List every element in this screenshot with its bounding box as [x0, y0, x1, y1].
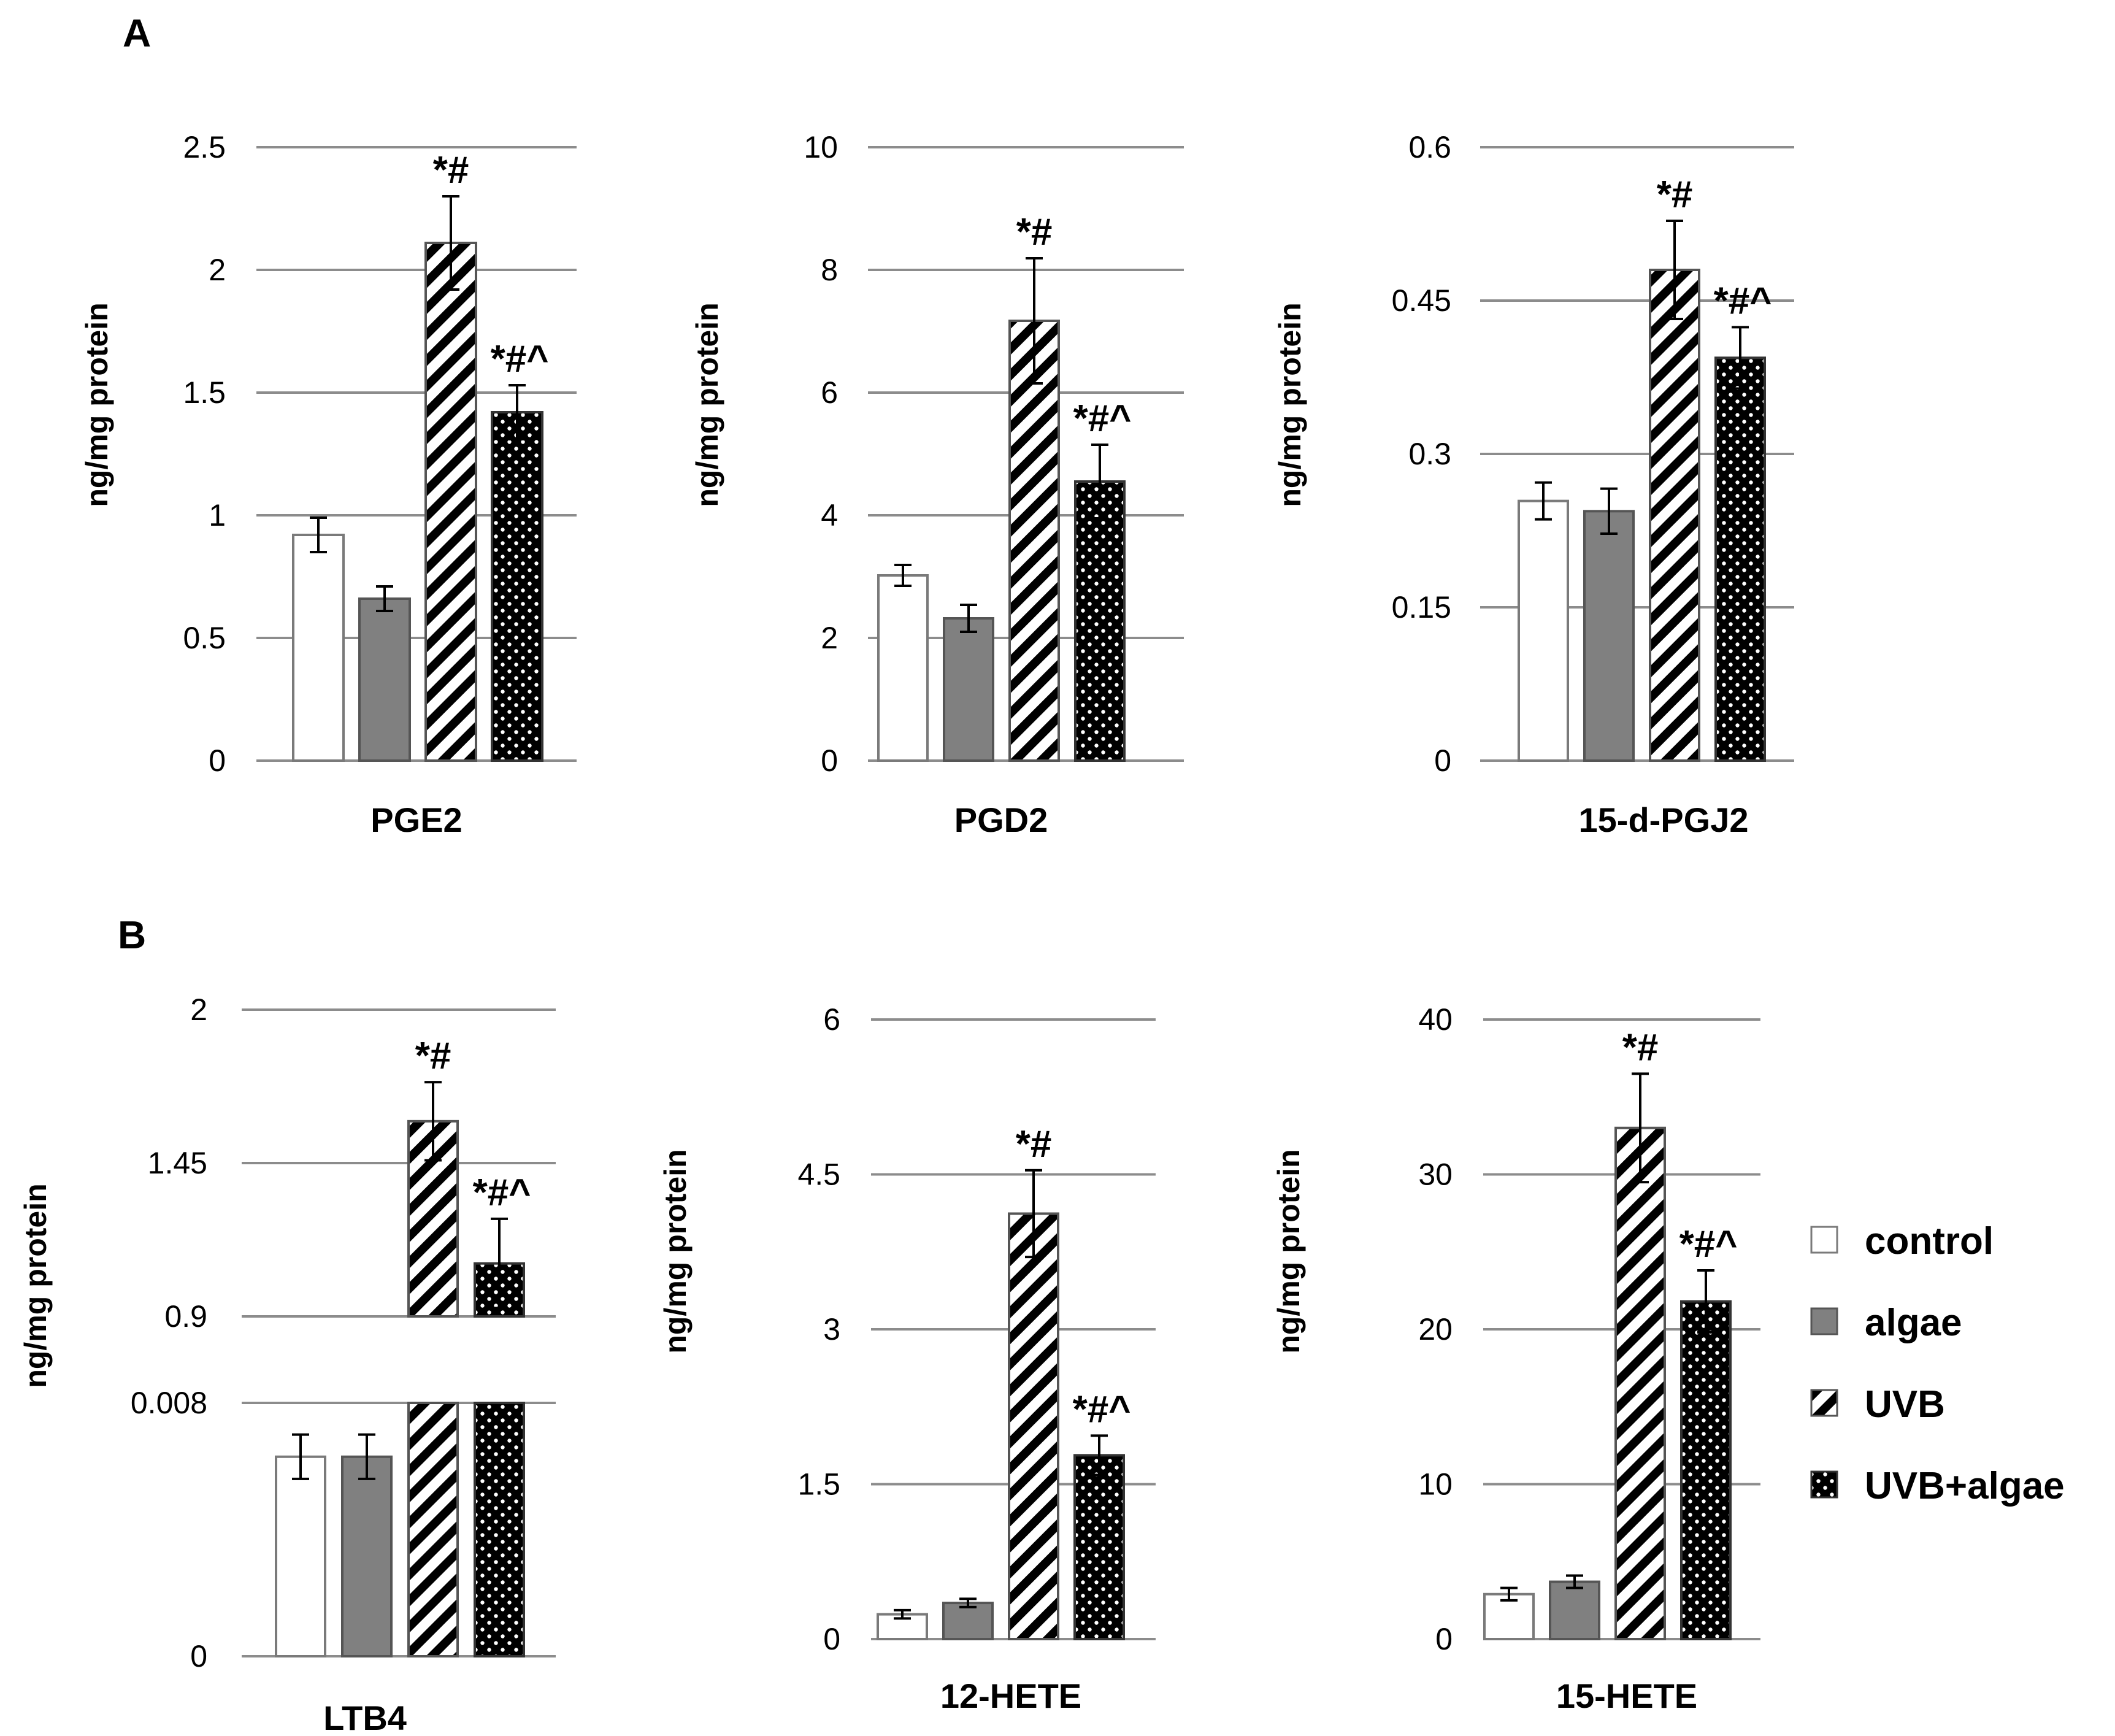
y-tick-label: 6: [823, 1002, 840, 1037]
y-tick-label: 10: [1418, 1467, 1453, 1502]
chart-pge2: 0 0.5 1 1.5 2 2.5 *# *#^ ng/mg protein PGE2: [80, 130, 577, 839]
bar-control: [877, 574, 929, 762]
y-tick-label: 30: [1418, 1158, 1453, 1192]
significance-label-uvb-algae: *#^: [1679, 1223, 1738, 1266]
charts-group: 0 0.5 1 1.5 2 2.5 *# *#^ ng/mg protein PGE2 0 2 4 6 8 1…: [18, 130, 1794, 1736]
y-axis-label: ng/mg protein: [658, 1149, 693, 1353]
bar-uvb-algae: [491, 411, 543, 762]
panel-label-b: B: [118, 913, 146, 957]
y-tick-label: 0: [1434, 743, 1451, 778]
bar-uvb-algae: [1074, 480, 1126, 762]
y-axis-label: ng/mg protein: [80, 302, 114, 507]
bar-uvb-algae: [1714, 356, 1766, 762]
significance-label-uvb: *#: [1016, 1123, 1052, 1166]
y-tick-label: 4: [821, 498, 838, 532]
legend: control algae UVB UVB+algae: [1810, 1220, 2065, 1507]
legend-label-uvb: UVB: [1865, 1383, 1945, 1426]
y-tick-label: 40: [1418, 1002, 1453, 1037]
x-axis-label: 15-HETE: [1556, 1676, 1697, 1715]
bar-algae: [942, 1602, 994, 1640]
bar-uvb: [1649, 269, 1700, 762]
bar-uvb: [424, 242, 477, 762]
y-tick-label: 4.5: [797, 1158, 840, 1192]
x-axis-label: LTB4: [323, 1699, 407, 1736]
chart-12-hete: 0 1.5 3 4.5 6 *# *#^ ng/mg protein 12-HETE: [658, 1002, 1156, 1715]
bar-uvb: [1008, 320, 1060, 762]
y-tick-label: 0: [823, 1622, 840, 1656]
y-tick-label: 0.6: [1408, 130, 1451, 164]
legend-swatch-uvb: [1810, 1389, 1838, 1417]
significance-label-uvb-algae: *#^: [1073, 398, 1132, 440]
significance-label-uvb-algae: *#^: [491, 338, 549, 380]
y-tick-label: 0.45: [1392, 283, 1451, 318]
bar-algae: [943, 617, 994, 762]
x-axis-label: 12-HETE: [940, 1676, 1081, 1715]
y-tick-label: 0.15: [1392, 590, 1451, 624]
bar-uvb-algae: [1073, 1454, 1125, 1641]
chart-pgd2: 0 2 4 6 8 10 *# *#^ ng/mg protein PGD2: [690, 130, 1184, 839]
legend-label-control: control: [1865, 1220, 1994, 1262]
chart-15-hete: 0 10 20 30 40 *# *#^ ng/mg protein 15-HETE: [1272, 1002, 1760, 1715]
bar-uvb-algae-lower: [474, 1402, 525, 1657]
y-tick-label: 1.5: [183, 375, 226, 410]
significance-label-uvb: *#: [433, 149, 469, 191]
bar-algae: [358, 597, 411, 762]
y-tick-label: 2: [209, 253, 226, 287]
bar-control: [275, 1455, 326, 1657]
y-tick-label: 8: [821, 253, 838, 287]
significance-label-uvb-algae: *#^: [1714, 280, 1772, 322]
y-tick-label: 6: [821, 375, 838, 410]
bar-algae: [341, 1455, 393, 1657]
y-tick-label: 2: [821, 621, 838, 655]
y-tick-label: 1: [209, 498, 226, 532]
legend-label-algae: algae: [1865, 1302, 1962, 1344]
y-tick-label: 2: [190, 993, 207, 1027]
y-tick-label: 2.5: [183, 130, 226, 164]
y-tick-label: 0: [209, 743, 226, 778]
y-axis-label: ng/mg protein: [690, 302, 724, 507]
chart-ltb4: 0 0.008 0.9 1.45 2 *# *#^ ng/mg protein LTB4: [18, 993, 556, 1736]
bar-uvb: [1614, 1126, 1666, 1640]
significance-label-uvb-algae: *#^: [1073, 1388, 1131, 1431]
legend-label-uvb-algae: UVB+algae: [1865, 1465, 2065, 1507]
y-tick-label: 0: [821, 743, 838, 778]
significance-label-uvb: *#: [1657, 174, 1693, 216]
y-axis-label: ng/mg protein: [1273, 302, 1307, 507]
legend-swatch-uvb-algae: [1810, 1470, 1838, 1499]
bar-algae: [1583, 510, 1635, 762]
significance-label-uvb: *#: [1622, 1026, 1659, 1069]
y-axis-label: ng/mg protein: [1272, 1149, 1306, 1353]
panel-label-a: A: [123, 11, 151, 55]
x-axis-label: 15-d-PGJ2: [1579, 801, 1749, 839]
significance-label-uvb: *#: [1016, 211, 1053, 253]
legend-swatch-control: [1810, 1226, 1838, 1254]
y-tick-label: 1.45: [148, 1146, 207, 1180]
x-axis-label: PGD2: [954, 801, 1048, 839]
bar-uvb-lower: [407, 1402, 459, 1657]
bar-control: [1518, 499, 1569, 762]
y-tick-label: 0.9: [164, 1299, 207, 1334]
chart-15-d-pgj2: 0 0.15 0.3 0.45 0.6 *# *#^ ng/mg protein 15-d-PG…: [1273, 130, 1794, 839]
bar-algae: [1549, 1580, 1600, 1640]
y-tick-label: 0.3: [1408, 437, 1451, 471]
x-axis-label: PGE2: [370, 801, 462, 839]
y-tick-label: 0.5: [183, 621, 226, 655]
significance-label-uvb-algae: *#^: [473, 1172, 531, 1214]
bar-uvb: [1008, 1212, 1059, 1640]
y-axis-label: ng/mg protein: [18, 1183, 53, 1388]
y-tick-label: 0: [1435, 1622, 1453, 1656]
significance-label-uvb: *#: [415, 1035, 451, 1077]
y-tick-label: 0: [190, 1639, 207, 1673]
bar-uvb-algae: [1680, 1300, 1732, 1641]
y-tick-label: 20: [1418, 1312, 1453, 1346]
y-tick-label: 1.5: [797, 1467, 840, 1502]
y-tick-label: 0.008: [131, 1386, 207, 1420]
y-tick-label: 3: [823, 1312, 840, 1346]
bar-control: [292, 534, 345, 762]
y-tick-label: 10: [804, 130, 838, 164]
legend-swatch-algae: [1810, 1307, 1838, 1335]
